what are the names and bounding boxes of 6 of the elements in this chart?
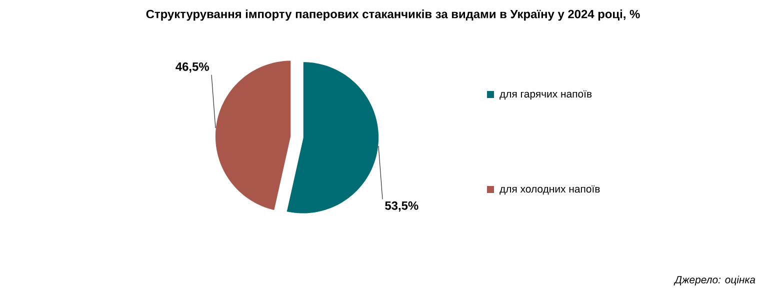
data-label: 46,5%: [176, 62, 209, 73]
data-label: 53,5%: [385, 201, 418, 212]
chart-title: Структурування імпорту паперових стаканчиків за видами в Україну у 2024 році, %: [146, 10, 640, 21]
legend-label: для гарячих напоїв: [500, 90, 592, 100]
text: Джерело: оцінка: [674, 276, 756, 286]
legend-label: для холодних напоїв: [500, 185, 600, 195]
